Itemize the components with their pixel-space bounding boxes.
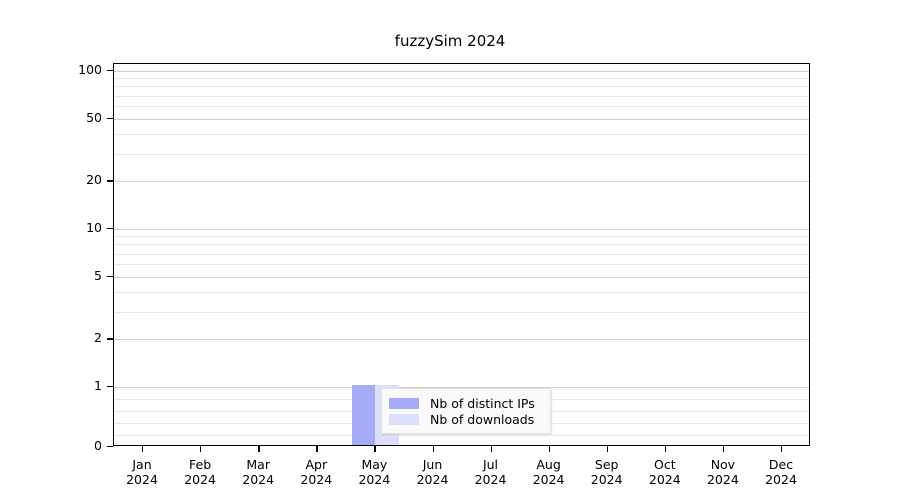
x-axis-tick-year: 2024 <box>126 472 158 487</box>
x-axis-tick-month: Aug <box>536 457 561 472</box>
y-axis-tick-label: 50 <box>86 109 102 125</box>
x-axis-tick-label: Aug 2024 <box>509 457 589 487</box>
x-axis-tick-mark <box>374 446 376 452</box>
gridline <box>114 229 809 230</box>
y-axis-tick-label: 10 <box>86 220 102 235</box>
legend-item[interactable]: Nb of distinct IPs <box>389 395 542 411</box>
x-axis-tick-mark <box>548 446 550 452</box>
x-axis-tick-month: Mar <box>246 457 270 472</box>
gridline <box>114 264 809 266</box>
x-axis-tick-month: Jul <box>482 457 499 472</box>
x-axis-tick-month: Sep <box>594 457 619 472</box>
x-axis-tick-month: Oct <box>653 457 676 472</box>
y-axis-tick-mark <box>107 117 113 119</box>
x-axis-tick-label: Jan 2024 <box>102 457 182 487</box>
gridline <box>114 71 809 72</box>
x-axis-tick-label: Dec 2024 <box>741 457 821 487</box>
gridline <box>114 339 809 341</box>
y-axis-tick-mark <box>107 70 113 72</box>
gridline <box>114 276 809 278</box>
legend-swatch <box>389 413 419 425</box>
legend-label: Nb of distinct IPs <box>430 395 535 411</box>
x-axis-tick-label: May 2024 <box>334 457 414 487</box>
x-axis-tick-year: 2024 <box>590 472 623 487</box>
y-axis-tick-mark <box>107 446 113 448</box>
y-axis-tick-label: 1 <box>94 378 102 393</box>
x-axis-tick-label: Jun 2024 <box>393 457 473 487</box>
x-axis-tick-year: 2024 <box>184 472 216 487</box>
bar-distinct-ips <box>352 385 376 445</box>
y-axis-tick-mark <box>107 275 113 277</box>
gridline <box>114 291 809 293</box>
gridline <box>114 106 809 108</box>
chart-title: fuzzySim 2024 <box>394 32 506 50</box>
y-axis-tick-mark <box>107 228 113 230</box>
y-axis-tick-label: 5 <box>94 267 102 283</box>
x-axis-tick-month: Apr <box>305 457 328 472</box>
gridline <box>114 253 809 255</box>
x-axis-tick-mark <box>200 446 202 452</box>
x-axis-tick-month: Nov <box>710 457 736 472</box>
x-axis-tick-label: Mar 2024 <box>218 457 298 487</box>
x-axis-tick-label: Apr 2024 <box>276 457 356 487</box>
x-axis-tick-mark <box>258 446 260 452</box>
gridline <box>114 311 809 313</box>
y-axis-tick-label: 100 <box>78 62 102 77</box>
y-axis-tick-label: 20 <box>86 172 102 188</box>
x-axis-tick-mark <box>316 446 318 452</box>
y-axis-tick-label: 2 <box>94 330 102 346</box>
x-axis-tick-month: Dec <box>768 457 794 472</box>
x-axis-tick-month: Feb <box>189 457 212 472</box>
x-axis-tick-year: 2024 <box>242 472 275 487</box>
legend-label: Nb of downloads <box>430 411 535 427</box>
x-axis-tick-year: 2024 <box>474 472 507 487</box>
y-axis-tick-label: 0 <box>94 438 102 453</box>
y-axis-tick-mark <box>107 338 113 340</box>
gridline <box>114 435 809 436</box>
gridline <box>114 236 809 238</box>
x-axis-tick-year: 2024 <box>706 472 739 487</box>
gridline <box>114 95 809 97</box>
x-axis-tick-mark <box>664 446 667 452</box>
gridline <box>114 181 809 183</box>
x-axis-tick-label: Nov 2024 <box>683 457 763 487</box>
x-axis-tick-label: Oct 2024 <box>625 457 705 487</box>
x-axis-tick-label: Jul 2024 <box>451 457 531 487</box>
x-axis-tick-month: Jun <box>422 457 443 472</box>
x-axis-tick-month: May <box>361 457 388 472</box>
x-axis-tick-mark <box>781 446 783 452</box>
x-axis-tick-month: Jan <box>132 457 152 472</box>
gridline <box>114 387 809 388</box>
gridline <box>114 118 809 120</box>
legend-item[interactable]: Nb of downloads <box>389 411 542 427</box>
x-axis-tick-label: Sep 2024 <box>567 457 647 487</box>
x-axis-tick-year: 2024 <box>532 472 565 487</box>
x-axis-tick-mark <box>432 446 434 452</box>
gridline <box>114 133 809 135</box>
x-axis-tick-year: 2024 <box>765 472 797 487</box>
x-axis-tick-year: 2024 <box>300 472 333 487</box>
x-axis-tick-label: Feb 2024 <box>160 457 240 487</box>
chart-legend: Nb of distinct IPs Nb of downloads <box>381 388 551 434</box>
x-axis-tick-mark <box>722 446 725 452</box>
x-axis-tick-mark <box>606 446 609 452</box>
gridline <box>114 244 809 246</box>
y-axis-tick-mark <box>107 386 113 388</box>
x-axis-tick-year: 2024 <box>648 472 681 487</box>
x-axis-tick-mark <box>142 446 144 452</box>
x-axis-tick-year: 2024 <box>358 472 391 487</box>
legend-swatch <box>389 397 419 409</box>
y-axis-tick-labels: 0 1 2 5 10 20 50 100 <box>52 0 102 500</box>
gridline <box>114 86 809 88</box>
gridline <box>114 78 809 80</box>
gridline <box>114 153 809 155</box>
x-axis-tick-year: 2024 <box>416 472 449 487</box>
x-axis-tick-mark <box>490 446 492 452</box>
y-axis-tick-mark <box>107 180 113 182</box>
